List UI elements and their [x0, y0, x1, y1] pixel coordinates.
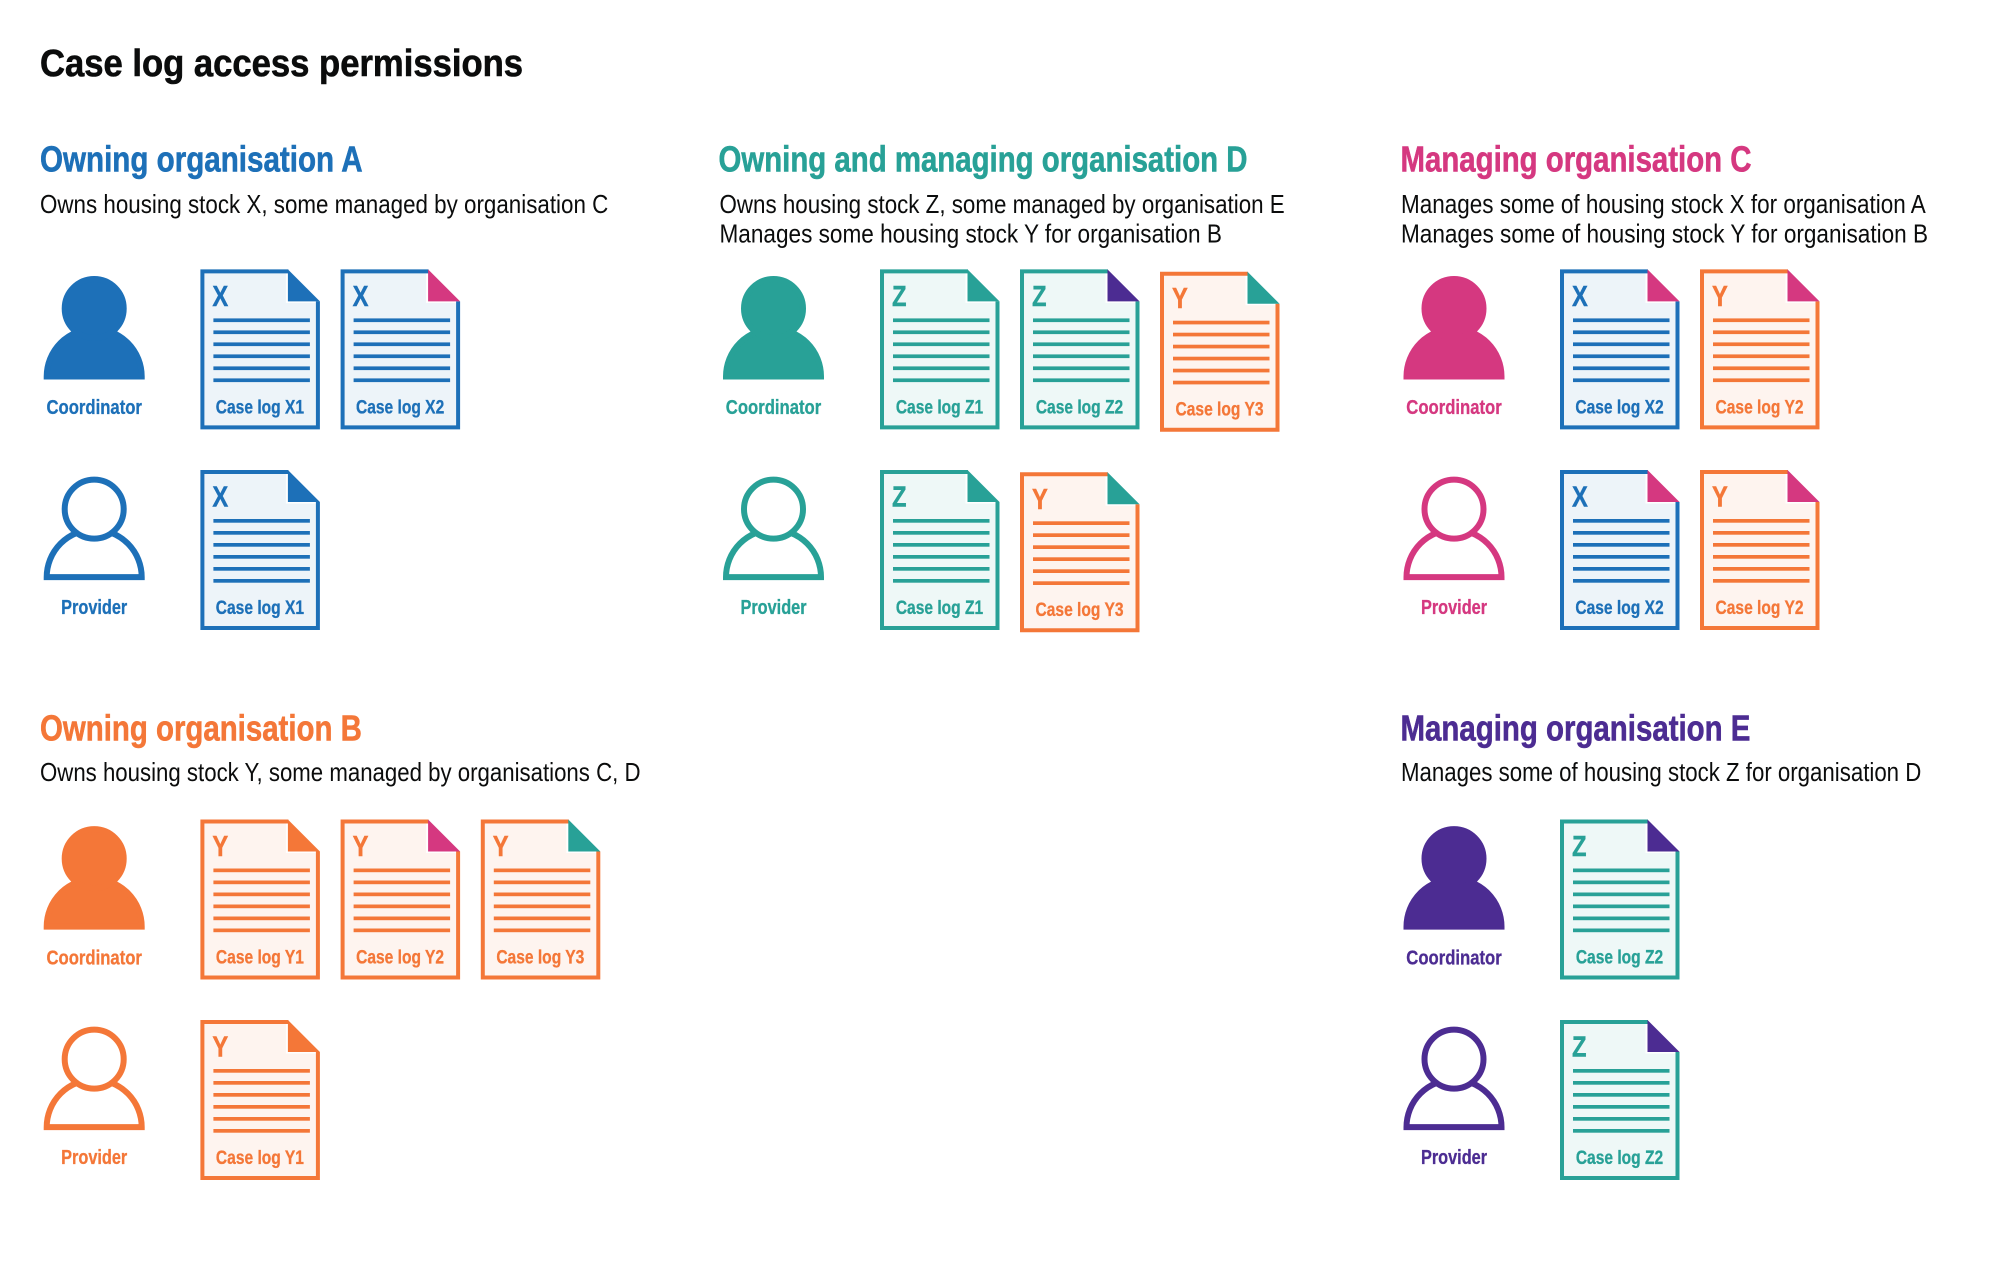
svg-text:Owning and managing organisati: Owning and managing organisation D: [719, 139, 1248, 180]
svg-text:Case log Y3: Case log Y3: [496, 946, 584, 968]
svg-text:Y: Y: [212, 1030, 228, 1063]
svg-text:Z: Z: [892, 280, 907, 313]
svg-text:Provider: Provider: [740, 595, 806, 618]
svg-text:Case log X2: Case log X2: [1575, 396, 1663, 418]
svg-text:Y: Y: [353, 830, 369, 863]
svg-text:Z: Z: [1572, 830, 1587, 863]
svg-text:Case log Z2: Case log Z2: [1576, 946, 1663, 968]
svg-text:Owns housing stock Z, some man: Owns housing stock Z, some managed by or…: [720, 190, 1285, 219]
svg-text:Case log Z2: Case log Z2: [1576, 1146, 1663, 1168]
svg-text:Case log X1: Case log X1: [216, 396, 305, 418]
svg-text:X: X: [212, 480, 228, 513]
svg-text:Manages some of housing stock: Manages some of housing stock Y for orga…: [1401, 220, 1928, 249]
svg-text:Managing organisation E: Managing organisation E: [1401, 708, 1751, 749]
svg-text:Coordinator: Coordinator: [46, 395, 141, 418]
svg-text:Owns housing stock X, some man: Owns housing stock X, some managed by or…: [40, 190, 608, 219]
svg-text:Z: Z: [1572, 1030, 1587, 1063]
svg-text:Case log Y2: Case log Y2: [356, 946, 444, 968]
svg-text:Provider: Provider: [1421, 1145, 1487, 1168]
svg-text:Case log Y2: Case log Y2: [1716, 396, 1804, 418]
svg-text:Case log Y3: Case log Y3: [1036, 599, 1124, 621]
svg-text:Manages some of housing stock: Manages some of housing stock X for orga…: [1401, 191, 1927, 220]
svg-text:Owning organisation A: Owning organisation A: [40, 139, 363, 179]
svg-text:Y: Y: [212, 830, 228, 863]
svg-text:Case log access permissions: Case log access permissions: [40, 42, 523, 85]
svg-text:Case log Y2: Case log Y2: [1716, 596, 1804, 618]
svg-text:Coordinator: Coordinator: [726, 395, 821, 418]
svg-text:Z: Z: [1032, 280, 1047, 313]
svg-text:Coordinator: Coordinator: [1406, 395, 1501, 418]
svg-text:Provider: Provider: [1421, 595, 1487, 618]
svg-text:X: X: [353, 280, 369, 313]
svg-text:Owns housing stock Y, some man: Owns housing stock Y, some managed by or…: [40, 758, 641, 787]
svg-text:Manages some housing stock Y f: Manages some housing stock Y for organis…: [720, 220, 1222, 249]
svg-text:Case log Y3: Case log Y3: [1176, 398, 1264, 420]
svg-text:Y: Y: [1712, 280, 1728, 313]
svg-text:Case log X1: Case log X1: [216, 596, 305, 618]
svg-text:Y: Y: [1032, 483, 1048, 516]
svg-text:Case log X2: Case log X2: [356, 396, 444, 418]
svg-text:Provider: Provider: [61, 595, 127, 618]
svg-text:Managing organisation C: Managing organisation C: [1401, 139, 1752, 180]
svg-text:Y: Y: [493, 830, 509, 863]
svg-text:Case log Z2: Case log Z2: [1036, 396, 1123, 418]
svg-text:Y: Y: [1172, 282, 1188, 315]
svg-text:Owning organisation B: Owning organisation B: [40, 708, 362, 749]
svg-text:Case log X2: Case log X2: [1575, 596, 1663, 618]
svg-text:Coordinator: Coordinator: [46, 946, 141, 969]
svg-text:Z: Z: [892, 480, 907, 513]
svg-text:X: X: [1572, 280, 1588, 313]
svg-text:X: X: [1572, 480, 1588, 513]
svg-text:Y: Y: [1712, 480, 1728, 513]
svg-text:Manages some of housing stock: Manages some of housing stock Z for orga…: [1401, 758, 1921, 787]
svg-text:Case log Z1: Case log Z1: [896, 596, 984, 618]
svg-text:Provider: Provider: [61, 1145, 127, 1168]
svg-text:Case log Y1: Case log Y1: [216, 946, 304, 968]
svg-text:Case log Y1: Case log Y1: [216, 1146, 304, 1168]
svg-text:Coordinator: Coordinator: [1406, 946, 1501, 969]
svg-text:Case log Z1: Case log Z1: [896, 396, 984, 418]
svg-text:X: X: [212, 280, 228, 313]
